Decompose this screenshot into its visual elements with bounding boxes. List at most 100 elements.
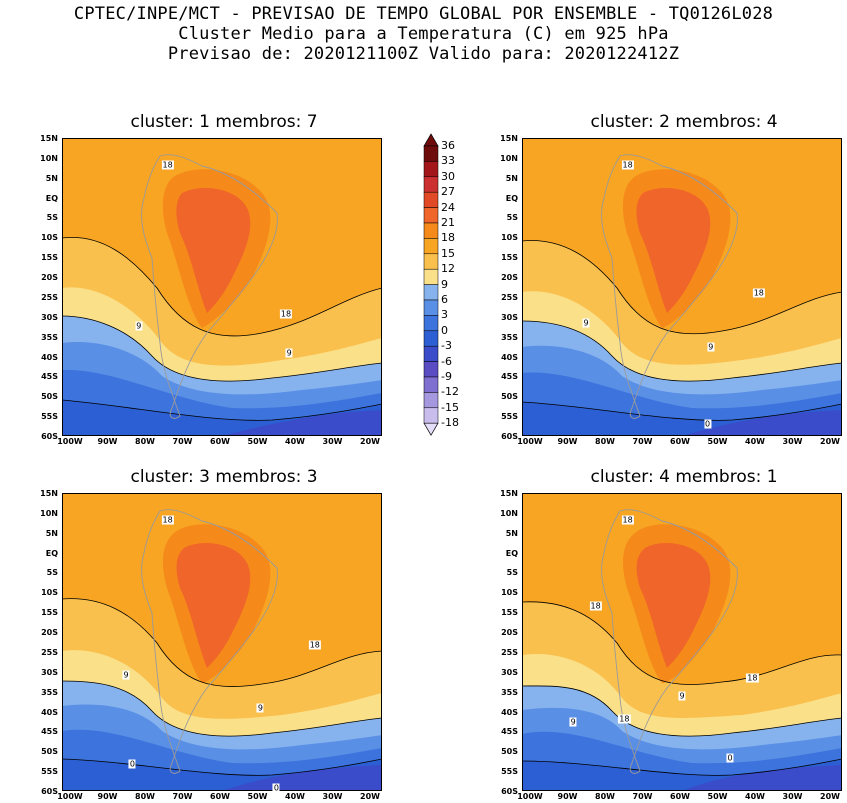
colorbar-tick-label: 18: [441, 231, 455, 245]
temperature-band: [682, 410, 842, 436]
map-frame: [62, 493, 382, 791]
lat-tick-label: 60S: [41, 432, 58, 441]
lat-tick-label: 10N: [500, 153, 518, 163]
contour-label: 9: [582, 318, 590, 328]
lon-tick-label: 40W: [285, 437, 305, 446]
lat-tick-label: 25S: [41, 647, 58, 657]
colorbar-tick-label: 9: [441, 277, 448, 291]
temperature-band: [636, 188, 711, 313]
lat-tick-label: 10S: [501, 233, 518, 243]
lat-tick-label: EQ: [45, 193, 58, 203]
contour-label: 18: [746, 673, 759, 683]
colorbar-swatch: [423, 299, 439, 316]
lon-tick-label: 80W: [595, 792, 615, 801]
colorbar-max-arrow: [423, 133, 439, 147]
contour-label: 0: [704, 419, 712, 429]
lon-tick-label: 70W: [172, 792, 193, 801]
lat-tick-label: 30S: [41, 312, 58, 322]
header-line-2: Cluster Medio para a Temperatura (C) em …: [178, 24, 669, 44]
contour-label: 18: [621, 160, 634, 170]
lon-tick-label: 80W: [135, 437, 155, 446]
lat-tick-label: 25S: [501, 292, 518, 302]
contour-label: 0: [726, 753, 734, 763]
contour-line: [62, 680, 382, 737]
lat-tick-label: 5S: [46, 568, 58, 578]
map-frame: [62, 138, 382, 436]
contour-line: [62, 315, 382, 382]
lat-tick-label: 60S: [501, 787, 518, 796]
colorbar-tick-label: 33: [441, 154, 455, 168]
contour-label: 0: [128, 759, 136, 769]
colorbar-tick-label: 27: [441, 185, 455, 199]
lon-tick-label: 50W: [247, 437, 268, 446]
lat-tick-label: 10N: [40, 153, 58, 163]
contour-label: 9: [122, 670, 130, 680]
lat-tick-label: 10N: [500, 508, 518, 518]
colorbar-tick-label: 15: [441, 246, 455, 260]
header-line-1: CPTEC/INPE/MCT - PREVISAO DE TEMPO GLOBA…: [73, 4, 774, 24]
lon-tick-label: 30W: [782, 437, 803, 446]
lon-tick-label: 60W: [670, 437, 690, 446]
lon-tick-label: 90W: [97, 792, 118, 801]
lat-tick-label: 10S: [41, 233, 58, 243]
colorbar-swatch: [423, 407, 439, 424]
colorbar-tick-label: 30: [441, 169, 455, 183]
lon-tick-label: 20W: [360, 437, 380, 446]
lat-tick-label: 10S: [501, 588, 518, 598]
contour-label: 18: [161, 515, 174, 525]
contour-line: [522, 685, 842, 737]
contour-label: 9: [569, 717, 577, 727]
contour-label: 18: [589, 601, 602, 611]
colorbar-swatch: [423, 268, 439, 285]
lat-tick-label: 20S: [41, 273, 58, 283]
colorbar-swatch: [423, 392, 439, 409]
panel-title: cluster: 2 membros: 4: [590, 112, 778, 132]
lon-tick-label: 50W: [247, 792, 268, 801]
lat-tick-label: 35S: [501, 332, 518, 342]
colorbar-min-arrow: [423, 422, 439, 436]
panel-title: cluster: 3 membros: 3: [130, 467, 318, 487]
colorbar-swatch: [423, 238, 439, 255]
contour-label: 18: [279, 309, 293, 319]
lat-tick-label: 15S: [41, 253, 58, 263]
lon-tick-label: 20W: [820, 792, 840, 801]
lon-tick-label: 40W: [745, 437, 765, 446]
colorbar-tick-label: -18: [441, 416, 459, 430]
lat-tick-label: 10N: [40, 508, 58, 518]
lat-tick-label: 5N: [505, 173, 518, 183]
lat-tick-label: 5S: [506, 568, 518, 578]
lon-tick-label: 90W: [97, 437, 118, 446]
contour-label: 18: [161, 160, 174, 170]
map-panel: 18 18 9 9 0: [522, 138, 842, 436]
map-frame: [522, 493, 842, 791]
colorbar-swatch: [423, 145, 439, 162]
coastline: [601, 509, 738, 774]
colorbar-tick-label: -3: [441, 339, 452, 353]
colorbar-tick-label: 12: [441, 262, 455, 276]
lat-tick-label: 20S: [501, 628, 518, 638]
contour-label: 18: [308, 640, 321, 650]
lat-tick-label: EQ: [45, 548, 58, 558]
lat-tick-label: 40S: [501, 352, 518, 362]
map-panel: 18 18 9 9 0 0: [62, 493, 382, 793]
lat-tick-label: 60S: [41, 787, 58, 796]
colorbar-swatch: [423, 330, 439, 347]
lat-tick-label: EQ: [505, 548, 518, 558]
contour-label: 18: [618, 714, 631, 724]
lon-tick-label: 70W: [632, 437, 653, 446]
lat-tick-label: 55S: [501, 767, 518, 777]
lon-tick-label: 40W: [745, 792, 765, 801]
lat-tick-label: 10S: [41, 588, 58, 598]
lat-tick-label: 15N: [500, 134, 518, 143]
map-field: [62, 138, 382, 436]
contour-line: [62, 758, 382, 776]
lon-tick-label: 60W: [670, 792, 690, 801]
temperature-band: [176, 188, 251, 313]
colorbar-tick-label: -12: [441, 385, 459, 399]
lon-tick-label: 100W: [57, 792, 83, 801]
lat-tick-label: 50S: [41, 392, 58, 402]
lon-tick-label: 100W: [517, 792, 543, 801]
contour-line: [522, 401, 842, 421]
colorbar-swatch: [423, 361, 439, 378]
lon-tick-label: 100W: [57, 437, 83, 446]
